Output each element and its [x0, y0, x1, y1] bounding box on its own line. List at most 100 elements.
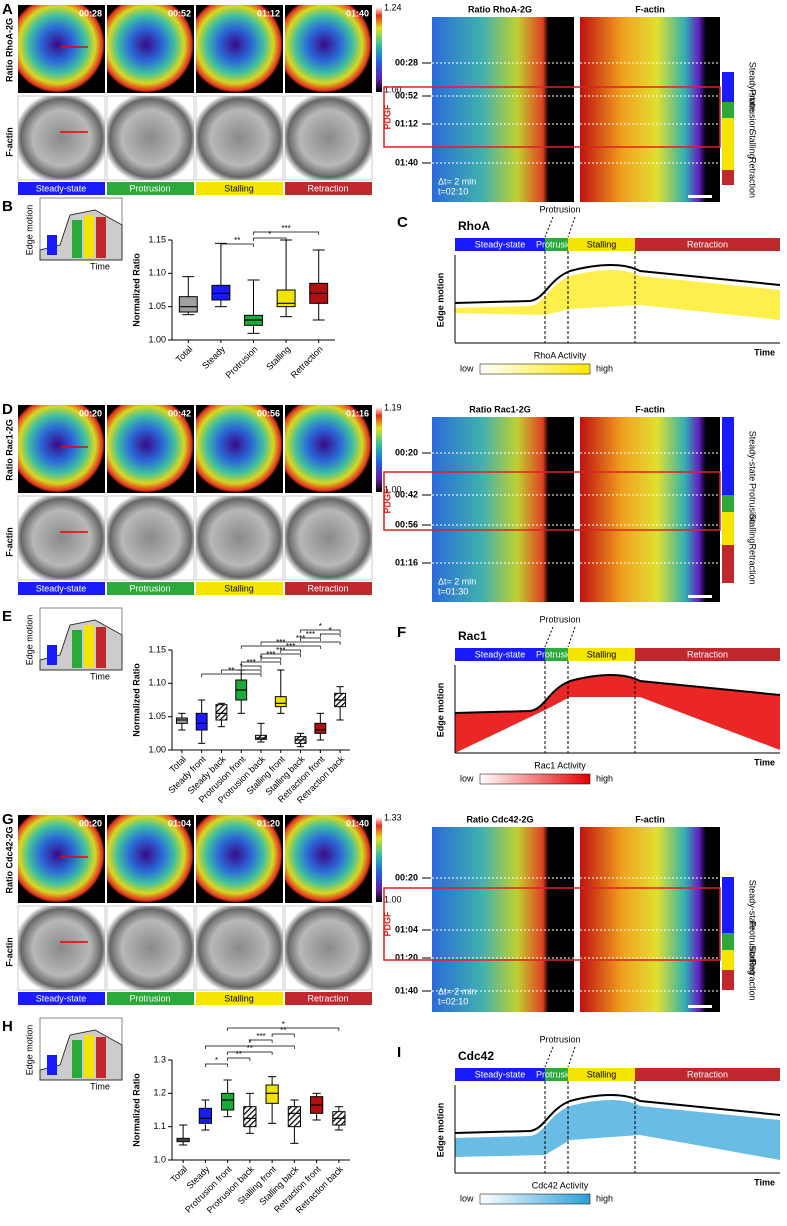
inset-bar	[96, 1037, 106, 1078]
panel-letter: H	[2, 1018, 13, 1035]
phase-bar	[722, 545, 734, 583]
phase-bar	[285, 182, 372, 195]
box	[274, 696, 287, 708]
inset-bar	[72, 220, 82, 258]
box	[215, 704, 228, 721]
phase-label: Retraction	[748, 543, 758, 584]
actin-image	[106, 495, 195, 581]
phase-label: Steady-state	[475, 649, 526, 659]
ratio-image	[285, 405, 372, 493]
y-axis-label: Normalized Ratio	[131, 663, 141, 737]
significance-bracket	[253, 237, 287, 241]
significance-bracket	[300, 629, 341, 633]
marker-lead	[567, 216, 576, 238]
marker-lead	[567, 626, 576, 648]
significance-label: ***	[281, 224, 290, 233]
axis-label: Edge motion	[435, 1103, 445, 1158]
stimulus-label: PDGF	[382, 488, 392, 514]
phase-label: Stalling	[587, 1069, 617, 1079]
box	[287, 1106, 301, 1128]
phase-label: Protrusion	[748, 89, 758, 130]
time-stamp: 00:20	[79, 408, 102, 418]
inset-bar	[84, 625, 94, 668]
axis-label: Time	[754, 1177, 775, 1187]
significance-label: *	[282, 1020, 285, 1029]
significance-bracket	[260, 641, 341, 645]
phase-label: Stalling	[748, 945, 758, 975]
phase-label: Steady-state	[36, 583, 87, 593]
actin-image	[195, 495, 284, 581]
significance-bracket	[280, 649, 301, 653]
x-tick-label: Total	[174, 344, 195, 365]
phase-bar	[455, 648, 545, 661]
phase-label: Protrusion	[536, 1069, 577, 1079]
kymo-title: F-actin	[635, 4, 665, 14]
panel-letter: G	[2, 811, 14, 828]
inset-bar	[72, 1040, 82, 1078]
phase-bar	[568, 1068, 635, 1081]
kymo-time: 01:12	[395, 118, 418, 128]
box	[198, 1107, 212, 1124]
phase-bar	[722, 102, 734, 118]
significance-bracket	[205, 1063, 228, 1067]
time-stamp: 00:28	[79, 8, 102, 18]
box	[265, 1084, 279, 1104]
significance-bracket	[201, 673, 262, 677]
box	[178, 296, 198, 313]
colorbar-label: 1.00	[384, 84, 402, 94]
inset-ylabel: Edge motion	[24, 205, 34, 256]
kymo-note: Δt= 2 min	[438, 986, 476, 996]
phase-label: Stalling	[224, 583, 254, 593]
colorbar-label: 1.00	[384, 894, 402, 904]
legend-low: low	[460, 773, 474, 783]
phase-bar	[196, 992, 283, 1005]
legend-title: Rac1 Activity	[534, 760, 586, 770]
legend-low: low	[460, 363, 474, 373]
kymo-title: F-actin	[635, 814, 665, 824]
significance-label: **	[234, 236, 240, 245]
actin-image	[106, 905, 195, 991]
phase-bar	[107, 992, 194, 1005]
phase-label: Retraction	[307, 993, 348, 1003]
significance-bracket	[260, 657, 282, 661]
phase-label: Steady-state	[475, 239, 526, 249]
legend-high: high	[596, 773, 613, 783]
phase-bar	[722, 495, 734, 512]
significance-label: ***	[246, 658, 255, 667]
phase-bar	[455, 238, 545, 251]
time-stamp: 01:12	[257, 8, 280, 18]
phase-bar	[196, 182, 283, 195]
phase-label: Protrusion	[536, 239, 577, 249]
kymo-time: 01:04	[395, 924, 418, 934]
stimulus-box	[383, 471, 721, 531]
colorbar	[376, 407, 382, 492]
phase-bar	[455, 1068, 545, 1081]
phase-label: Stalling	[587, 649, 617, 659]
inset-bar	[47, 235, 57, 255]
phase-label: Steady-state	[748, 62, 758, 113]
significance-bracket	[240, 645, 321, 649]
marker-lead	[544, 216, 554, 238]
phase-label: Protrusion	[748, 483, 758, 524]
ratio-image	[196, 815, 283, 903]
time-stamp: 00:56	[257, 408, 280, 418]
time-stamp: 00:20	[79, 818, 102, 828]
actin-kymograph	[580, 827, 720, 1012]
inset-bar	[96, 217, 106, 258]
significance-label: *	[319, 622, 322, 631]
inset-bar	[47, 1055, 57, 1075]
phase-label: Protrusion	[748, 921, 758, 962]
box	[221, 1092, 235, 1111]
phase-bar	[722, 417, 734, 495]
actin-image	[195, 905, 284, 991]
phase-bar	[568, 648, 635, 661]
x-tick-label: Stalling	[264, 344, 292, 372]
legend-title: Cdc42 Activity	[532, 1180, 589, 1190]
scale-bar	[688, 1005, 712, 1008]
y-axis-label: Normalized Ratio	[131, 253, 141, 327]
kymo-time: 01:40	[395, 985, 418, 995]
ratio-image	[196, 5, 283, 93]
inset-bar	[72, 630, 82, 668]
y-tick-label: 1.00	[148, 744, 166, 754]
box	[175, 717, 188, 724]
